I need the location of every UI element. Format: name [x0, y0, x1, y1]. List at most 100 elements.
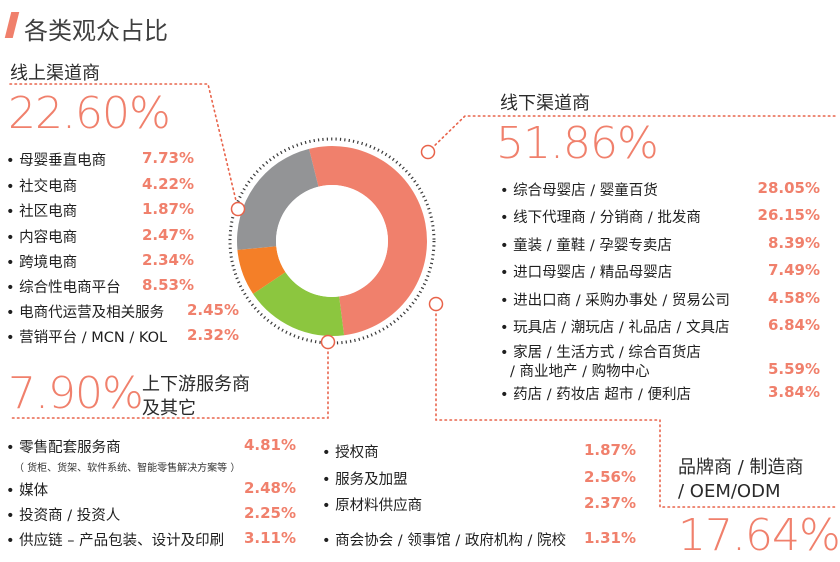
- page-title: 各类观众占比: [24, 17, 168, 45]
- online-item-label: • 内容电商: [6, 230, 78, 246]
- list-item: • 母婴垂直电商 7.73%: [6, 149, 194, 169]
- offline-item-label-line2: / 商业地产 / 购物中心: [510, 364, 650, 380]
- services-label-line2: 及其它: [142, 398, 196, 419]
- list-item: • 社交电商 4.22%: [6, 175, 194, 195]
- offline-item-label: • 综合母婴店 / 婴童百货: [500, 183, 658, 199]
- offline-item-value: 8.39%: [767, 234, 820, 252]
- list-item: • 跨境电商 2.34%: [6, 251, 194, 271]
- offline-item-value: 26.15%: [757, 206, 820, 224]
- online-item-label: • 母婴垂直电商: [6, 153, 107, 169]
- online-item-value: 2.45%: [186, 301, 239, 319]
- services-section-label: 上下游服务商 及其它: [142, 373, 250, 421]
- connector-services: [9, 341, 329, 419]
- offline-item-value: 3.84%: [767, 383, 820, 401]
- list-item: • 电商代运营及相关服务 2.45%: [6, 301, 239, 321]
- offline-item-value: 6.84%: [767, 316, 820, 334]
- online-item-value: 4.22%: [141, 175, 194, 193]
- list-item: • 投资商 / 投资人 2.25%: [6, 504, 296, 524]
- services-item-value: 2.37%: [583, 494, 636, 512]
- offline-item-value: 7.49%: [767, 261, 820, 279]
- list-item: • 内容电商 2.47%: [6, 226, 194, 246]
- connector-marker: [230, 201, 246, 217]
- services-item-label: • 零售配套服务商: [6, 440, 121, 456]
- offline-item-label: • 家居 / 生活方式 / 综合百货店: [500, 345, 701, 361]
- list-item: • 社区电商 1.87%: [6, 200, 194, 220]
- offline-item-label: • 药店 / 药妆店 超市 / 便利店: [500, 387, 691, 403]
- services-item-note: （ 货柜、货架、软件系统、智能零售解决方案等 ）: [14, 463, 241, 474]
- donut-slice: [253, 272, 345, 336]
- online-item-value: 1.87%: [141, 200, 194, 218]
- offline-total: 51.86%: [496, 118, 659, 169]
- list-item: • 商会协会 / 领事馆 / 政府机构 / 院校 1.31%: [322, 529, 636, 549]
- connector-marker: [420, 144, 436, 160]
- services-item-value: 2.48%: [243, 479, 296, 497]
- list-item: • 营销平台 / MCN / KOL 2.32%: [6, 326, 239, 346]
- list-item: • 玩具店 / 潮玩店 / 礼品店 / 文具店 6.84%: [500, 316, 820, 336]
- online-item-label: • 营销平台 / MCN / KOL: [6, 330, 168, 346]
- donut-slice: [309, 146, 427, 336]
- list-item: • 家居 / 生活方式 / 综合百货店 / 商业地产 / 购物中心 5.59%: [500, 341, 820, 381]
- list-item: • 童装 / 童鞋 / 孕婴专卖店 8.39%: [500, 234, 820, 254]
- offline-item-label: • 进口母婴店 / 精品母婴店: [500, 265, 673, 281]
- services-item-value: 2.56%: [583, 468, 636, 486]
- connector-online: [9, 83, 239, 210]
- online-section-label: 线上渠道商: [10, 63, 100, 84]
- donut-ring: [228, 137, 436, 345]
- services-item-value: 4.81%: [243, 436, 296, 454]
- list-item: • 进出口商 / 采购办事处 / 贸易公司 4.58%: [500, 289, 820, 309]
- services-item-label: • 服务及加盟: [322, 472, 408, 488]
- online-item-label: • 电商代运营及相关服务: [6, 305, 165, 321]
- online-item-label: • 社区电商: [6, 204, 78, 220]
- connector-brands: [435, 303, 836, 508]
- offline-item-label: • 进出口商 / 采购办事处 / 贸易公司: [500, 293, 730, 309]
- connector-markers: [230, 144, 444, 350]
- list-item: • 线下代理商 / 分销商 / 批发商 26.15%: [500, 206, 820, 226]
- services-item-value: 3.11%: [243, 529, 296, 547]
- online-item-value: 8.53%: [141, 276, 194, 294]
- online-item-value: 2.32%: [186, 326, 239, 344]
- online-item-label: • 综合性电商平台: [6, 280, 121, 296]
- brands-label-line1: 品牌商 / 制造商: [678, 457, 804, 478]
- connector-marker: [320, 334, 336, 350]
- online-item-value: 2.47%: [141, 226, 194, 244]
- donut-slice: [237, 246, 286, 294]
- services-item-label: • 授权商: [322, 445, 379, 461]
- connector-lines: [9, 83, 836, 508]
- list-item: • 综合母婴店 / 婴童百货 28.05%: [500, 179, 820, 199]
- connector-marker: [428, 296, 444, 312]
- donut-outer-dotted-ring: [228, 137, 436, 345]
- list-item: • 服务及加盟 2.56%: [322, 468, 636, 488]
- online-item-value: 7.73%: [141, 149, 194, 167]
- services-item-label: • 投资商 / 投资人: [6, 508, 121, 524]
- list-item: • 药店 / 药妆店 超市 / 便利店 3.84%: [500, 383, 820, 403]
- brands-label-line2: / OEM/ODM: [678, 481, 781, 502]
- offline-item-value: 5.59%: [767, 360, 820, 378]
- services-item-label: • 原材料供应商: [322, 498, 423, 514]
- list-item: • 供应链 – 产品包装、设计及印刷 3.11%: [6, 529, 296, 549]
- connector-offline: [427, 115, 836, 153]
- services-item-label: • 媒体: [6, 483, 49, 499]
- online-item-label: • 跨境电商: [6, 255, 78, 271]
- services-label-line1: 上下游服务商: [142, 374, 250, 395]
- list-item: • 零售配套服务商 4.81%: [6, 436, 296, 456]
- offline-item-value: 28.05%: [757, 179, 820, 197]
- online-total: 22.60%: [8, 88, 171, 139]
- brands-section-label: 品牌商 / 制造商 / OEM/ODM: [678, 456, 804, 504]
- list-item: • 授权商 1.87%: [322, 441, 636, 461]
- services-item-label: • 供应链 – 产品包装、设计及印刷: [6, 533, 225, 549]
- list-item: • 原材料供应商 2.37%: [322, 494, 636, 514]
- offline-item-label: • 线下代理商 / 分销商 / 批发商: [500, 210, 701, 226]
- brands-total: 17.64%: [678, 510, 840, 561]
- online-item-value: 2.34%: [141, 251, 194, 269]
- donut-slice: [237, 148, 319, 250]
- list-item: • 综合性电商平台 8.53%: [6, 276, 194, 296]
- offline-item-label: • 童装 / 童鞋 / 孕婴专卖店: [500, 238, 672, 254]
- services-item-value: 2.25%: [243, 504, 296, 522]
- services-item-value: 1.31%: [583, 529, 636, 547]
- services-total: 7.90%: [8, 368, 144, 419]
- offline-item-label: • 玩具店 / 潮玩店 / 礼品店 / 文具店: [500, 320, 730, 336]
- list-item: • 进口母婴店 / 精品母婴店 7.49%: [500, 261, 820, 281]
- services-item-value: 1.87%: [583, 441, 636, 459]
- list-item: • 媒体 2.48%: [6, 479, 296, 499]
